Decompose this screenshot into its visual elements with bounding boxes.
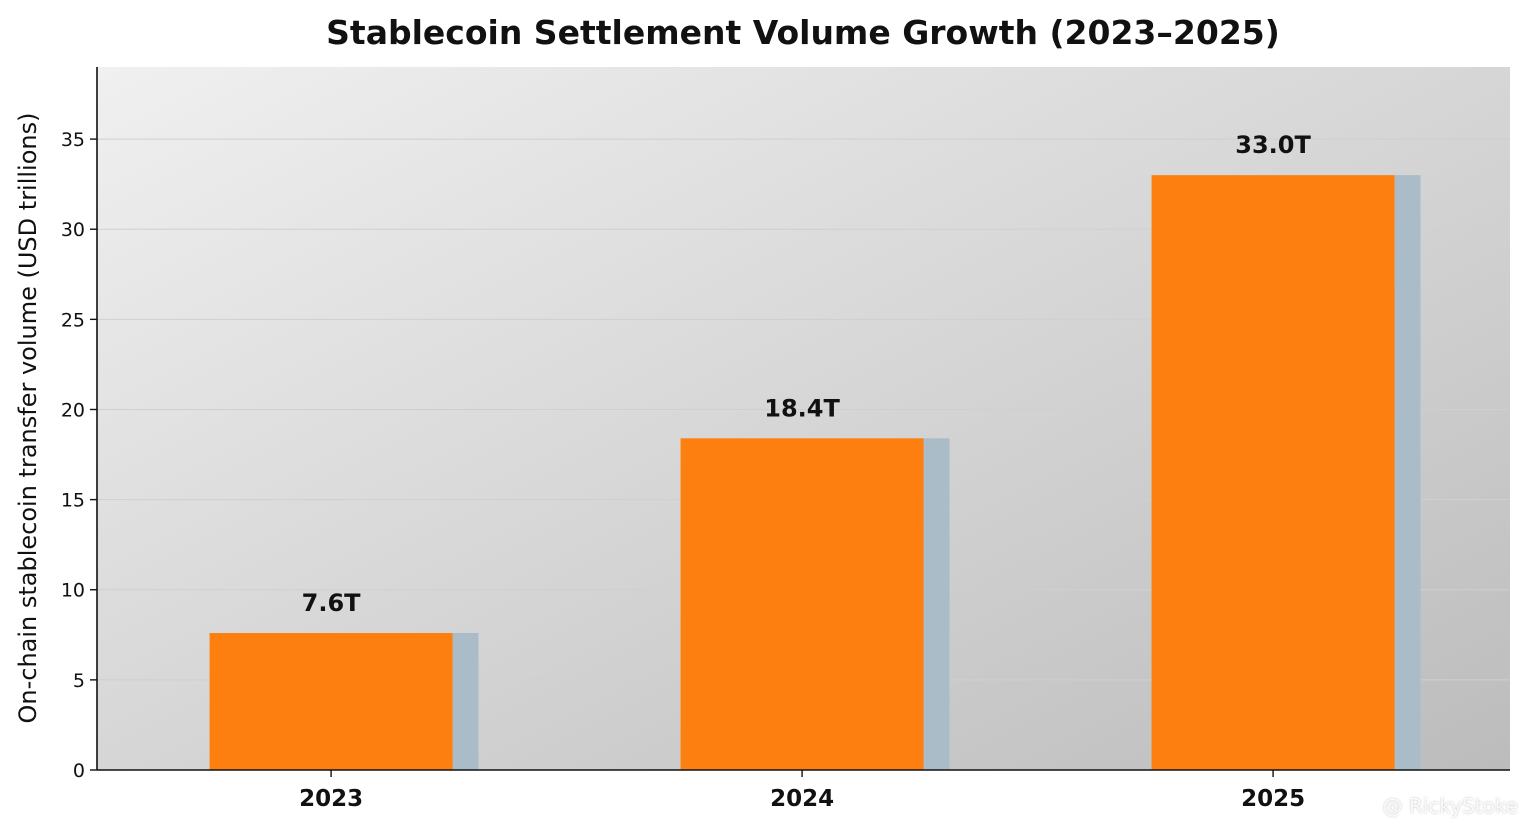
y-tick-label: 0 [73,760,85,782]
x-tick-label: 2023 [299,786,363,812]
y-ticks: 0 5 10 15 20 25 30 35 [61,129,97,782]
y-tick-label: 5 [73,670,85,692]
bar-value-label: 7.6T [302,589,362,617]
data-labels: 7.6T 18.4T 33.0T [302,131,1312,617]
bars [209,175,1421,771]
y-tick-label: 20 [61,399,85,421]
bar [680,438,924,770]
bar-value-label: 33.0T [1235,131,1311,159]
bar [209,633,453,770]
y-tick-label: 25 [61,309,85,331]
y-tick-label: 15 [61,490,85,512]
bar [1151,175,1395,771]
y-axis-label: On-chain stablecoin transfer volume (USD… [14,113,42,724]
bar-shadow [452,633,479,770]
x-tick-label: 2025 [1241,786,1305,812]
y-tick-label: 10 [61,580,85,602]
x-ticks: 2023 2024 2025 [299,770,1305,812]
x-tick-label: 2024 [770,786,834,812]
bar-shadow [923,438,950,770]
y-tick-label: 30 [61,219,85,241]
bar-shadow [1394,175,1421,771]
y-tick-label: 35 [61,129,85,151]
chart-title: Stablecoin Settlement Volume Growth (202… [326,13,1280,52]
watermark: @ RickyStoke [1382,794,1518,818]
bar-value-label: 18.4T [764,394,840,422]
